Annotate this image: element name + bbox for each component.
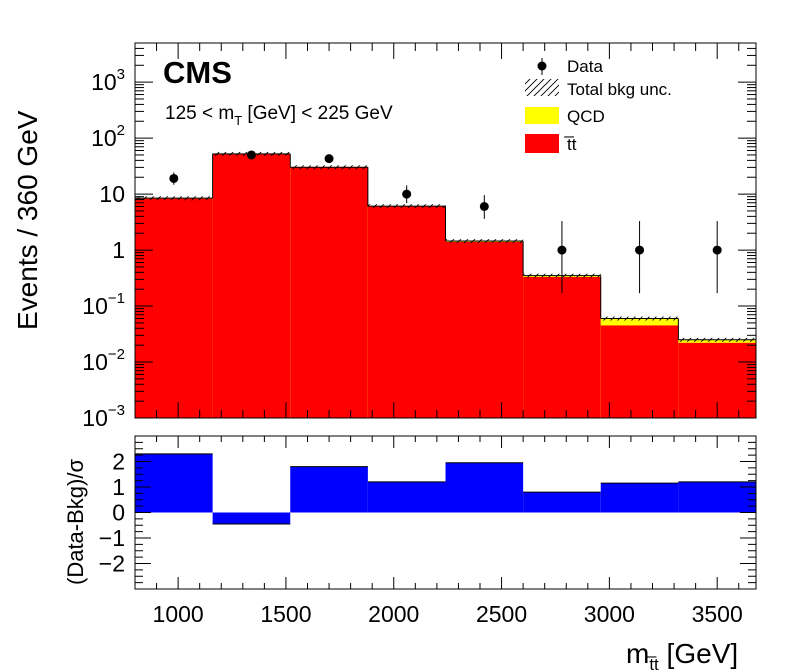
data-points: [169, 150, 722, 294]
ratio-ylabel: (Data-Bkg)/σ: [63, 459, 88, 585]
ratio-ytick-label: 1: [112, 474, 125, 500]
main-frame: [134, 42, 757, 419]
x-tick-label: 3000: [584, 601, 635, 627]
ratio-ytick-label: 0: [112, 500, 125, 526]
selection-suffix: [GeV] < 225 GeV: [242, 103, 393, 124]
main-ytick-base: 10: [82, 405, 108, 431]
ttbar-bar: [212, 154, 291, 418]
main-ytick-exp: −2: [108, 346, 125, 363]
ttbar-bar: [523, 277, 601, 418]
legend: Data Total bkg unc. QCD t̅t: [525, 57, 672, 154]
data-point: [635, 245, 645, 255]
x-axis-label-unit: [GeV]: [659, 638, 738, 669]
ttbar-bar: [445, 241, 524, 418]
data-point: [324, 154, 334, 164]
x-axis-label-sub: t̅t: [646, 655, 659, 672]
x-tick-label: 2500: [476, 601, 527, 627]
x-tick-label: 3500: [692, 601, 743, 627]
data-point: [246, 150, 256, 160]
legend-qcd-label: QCD: [567, 107, 605, 126]
main-ytick-exp: −1: [108, 290, 125, 307]
ttbar-bar: [135, 198, 213, 418]
legend-ttbar-label: t̅t: [564, 135, 577, 154]
main-ytick-exp: −3: [108, 402, 125, 419]
main-ytick-base: 10: [82, 293, 108, 319]
bkg-unc-hatch: [135, 196, 213, 201]
bkg-unc-hatch: [600, 316, 679, 321]
selection-sub: T: [234, 113, 242, 128]
selection-label: 125 < mT [GeV] < 225 GeV: [165, 103, 393, 128]
main-ytick-base: 10: [82, 349, 108, 375]
main-ytick-exp: 2: [117, 122, 125, 139]
ratio-bars: [135, 453, 756, 525]
x-axis-label-main: m: [626, 638, 649, 669]
main-ytick-label: 102: [91, 122, 125, 151]
data-point: [169, 173, 179, 183]
legend-data-marker: [537, 58, 547, 75]
main-ylabel: Events / 360 GeV: [12, 110, 43, 330]
main-ytick-base: 10: [91, 69, 117, 95]
main-ytick-label: 1: [112, 237, 125, 263]
legend-data-label: Data: [567, 57, 603, 76]
main-ytick-label: 103: [91, 66, 125, 95]
cms-label: CMS: [163, 55, 232, 90]
ratio-ytick-label: 2: [112, 449, 125, 475]
ratio-bar: [600, 483, 679, 513]
data-point: [402, 189, 412, 199]
main-ytick-label: 10: [99, 181, 125, 207]
ratio-bar: [135, 453, 213, 513]
main-ytick-label: 10−3: [82, 402, 125, 431]
ratio-ytick-label: −1: [99, 525, 125, 551]
ratio-bar: [445, 462, 524, 513]
legend-unc-swatch: [525, 79, 559, 96]
data-point: [712, 245, 722, 255]
ttbar-bar: [367, 206, 446, 418]
main-ytick-label: 10−2: [82, 346, 125, 375]
ratio-bar: [290, 466, 368, 513]
x-tick-label: 1500: [260, 601, 311, 627]
data-point: [479, 202, 489, 212]
ratio-bar: [212, 512, 291, 524]
ratio-ytick-label: −2: [99, 551, 125, 577]
main-ytick-label: 10−1: [82, 290, 125, 319]
selection-prefix: 125 < m: [165, 103, 234, 124]
bkg-unc-hatch: [290, 165, 368, 170]
ratio-bar: [678, 481, 756, 513]
bkg-unc-hatch: [678, 337, 756, 342]
data-point: [557, 245, 567, 255]
bkg-unc-hatch: [367, 204, 446, 209]
main-stack-bars: [135, 153, 756, 419]
ratio-bar: [523, 492, 601, 513]
x-tick-label: 2000: [368, 601, 419, 627]
bkg-unc-hatch: [445, 239, 524, 244]
legend-unc-label: Total bkg unc.: [567, 80, 672, 99]
ttbar-bar: [600, 325, 679, 418]
main-ytick-base: 10: [91, 125, 117, 151]
legend-ttbar-swatch: [525, 134, 559, 153]
ratio-bar: [367, 481, 446, 513]
x-tick-label: 1000: [153, 601, 204, 627]
x-axis-label: mt̅t [GeV]: [626, 638, 738, 672]
ttbar-bar: [290, 167, 368, 418]
main-ytick-exp: 3: [117, 66, 125, 83]
legend-qcd-swatch: [525, 107, 559, 124]
